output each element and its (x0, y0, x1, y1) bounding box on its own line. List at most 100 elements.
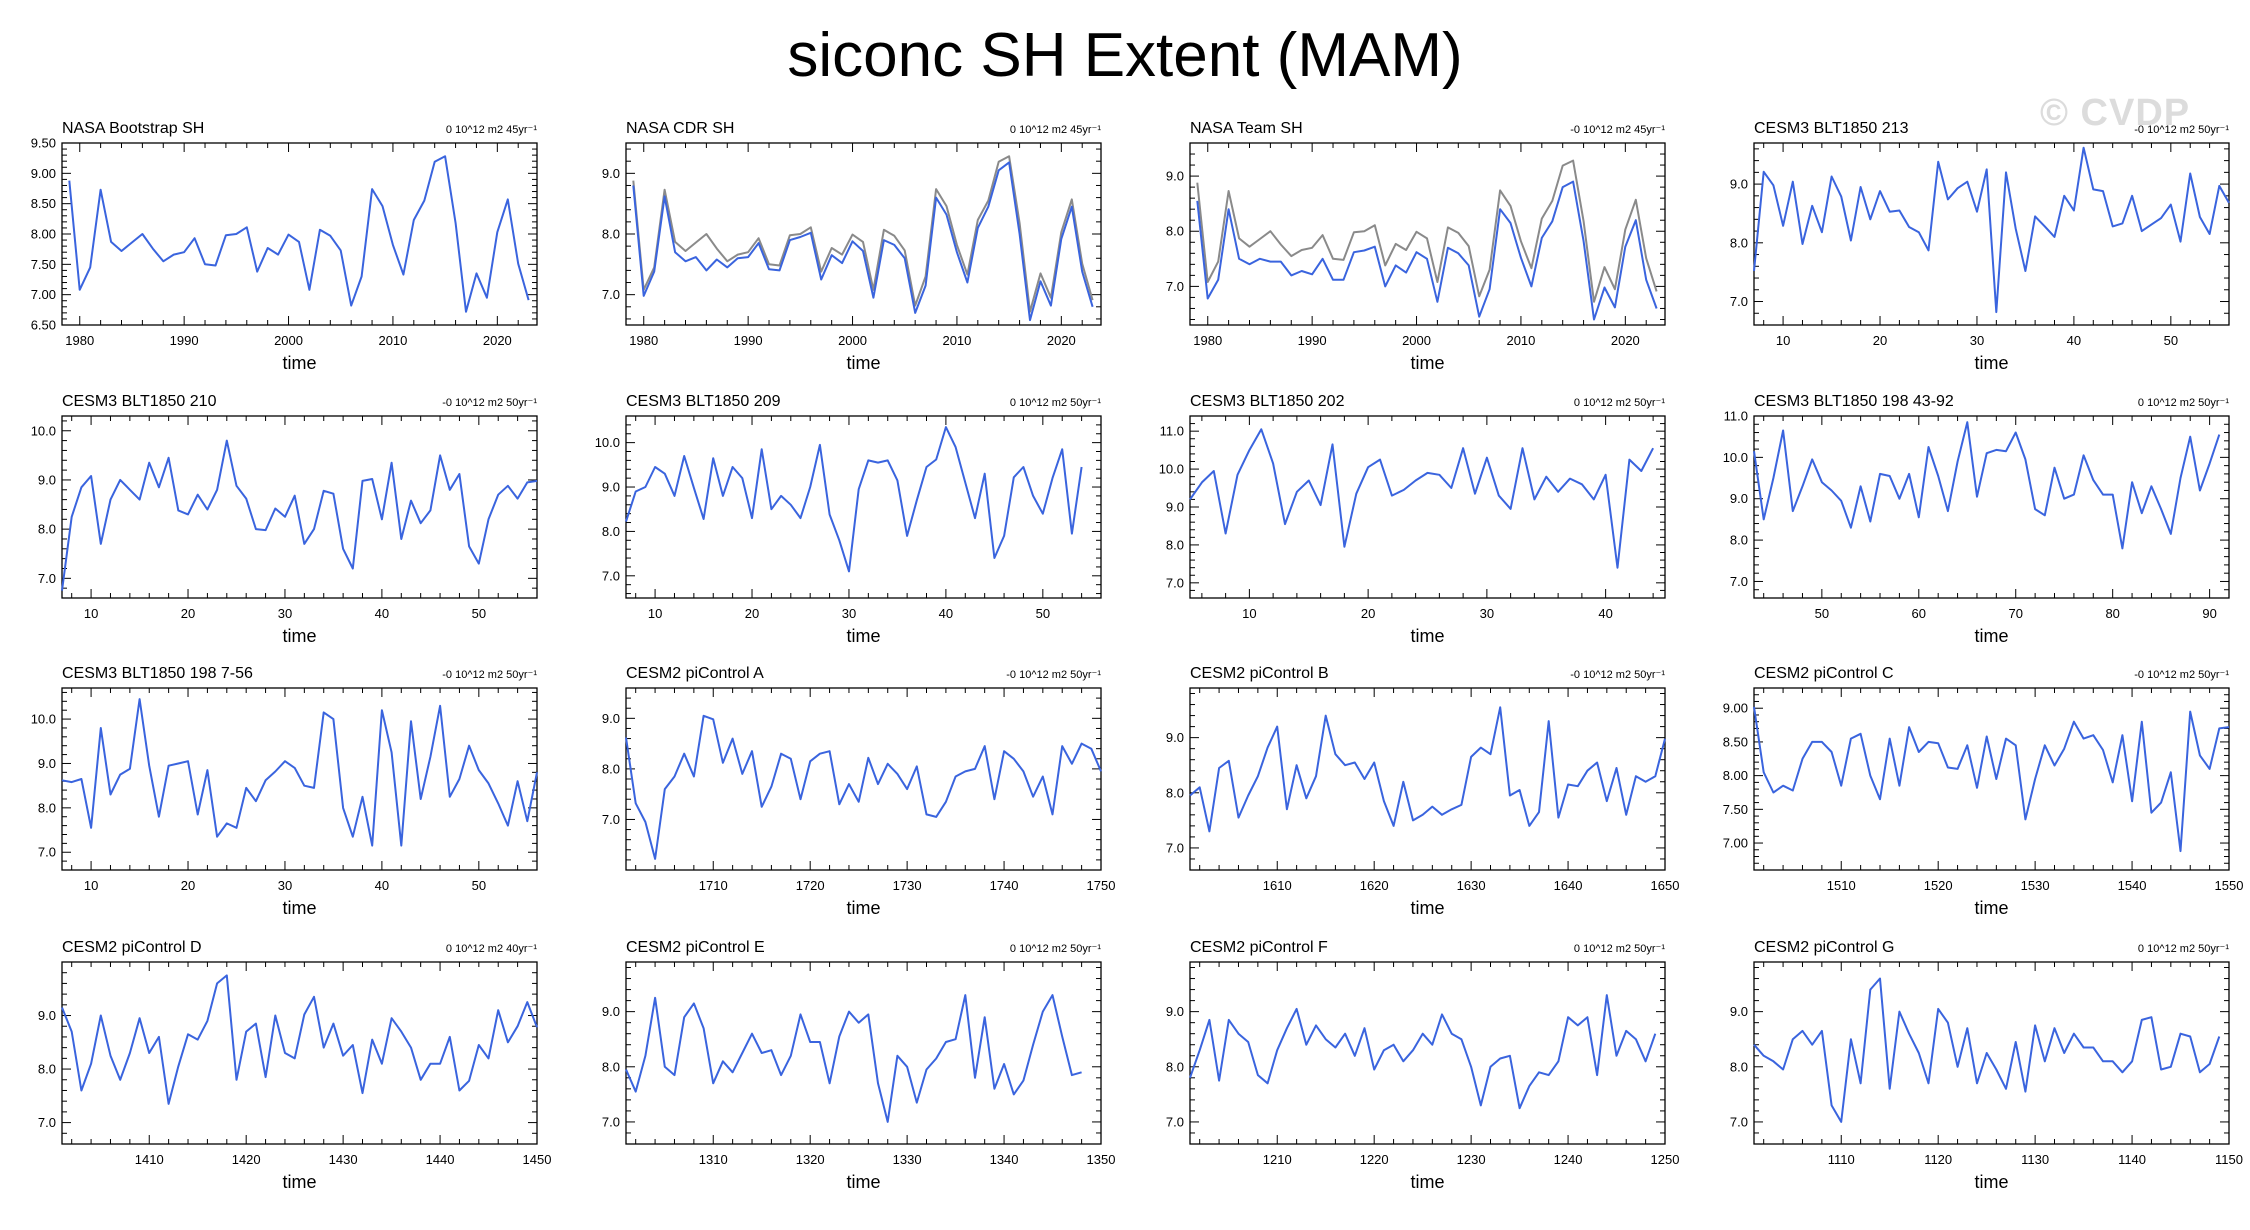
y-tick-label: 10.0 (31, 712, 56, 727)
x-tick-label: 1210 (1263, 1152, 1292, 1167)
chart-panel: CESM3 BLT1850 209 0 10^12 m2 50yr⁻¹ 10 20 30… (595, 393, 1102, 646)
x-axis-label: time (1410, 898, 1444, 918)
plot-frame (1753, 687, 2230, 871)
plot-frame (1189, 142, 1666, 326)
x-tick-label: 1350 (1087, 1152, 1116, 1167)
x-tick-label: 1310 (699, 1152, 728, 1167)
x-tick-label: 50 (2164, 333, 2178, 348)
x-tick-label: 10 (1242, 606, 1256, 621)
x-axis-label: time (282, 898, 316, 918)
x-tick-label: 1990 (1298, 333, 1327, 348)
y-tick-label: 6.50 (31, 318, 56, 333)
x-tick-label: 1990 (734, 333, 763, 348)
panel-title: CESM2 piControl A (626, 665, 764, 682)
y-tick-label: 11.0 (1160, 424, 1184, 439)
panel-trend-label: -0 10^12 m2 50yr⁻¹ (442, 669, 537, 681)
x-tick-label: 50 (1036, 606, 1050, 621)
series-line (632, 161, 1094, 322)
x-axis-label: time (846, 626, 880, 646)
panel-trend-label: 0 10^12 m2 50yr⁻¹ (1010, 943, 1101, 955)
y-tick-label: 8.50 (1723, 734, 1748, 749)
y-tick-label: 8.0 (602, 761, 620, 776)
chart-panel: CESM2 piControl F 0 10^12 m2 50yr⁻¹ 1210 12… (1166, 939, 1680, 1192)
plot-frame (625, 415, 1102, 599)
x-tick-label: 1530 (2021, 878, 2050, 893)
y-tick-label: 7.0 (1166, 575, 1184, 590)
x-tick-label: 30 (1970, 333, 1984, 348)
x-axis-label: time (1410, 1172, 1444, 1192)
x-axis-label: time (1410, 626, 1444, 646)
series-line (61, 439, 538, 591)
x-tick-label: 1980 (1193, 333, 1222, 348)
x-axis-label: time (282, 626, 316, 646)
y-tick-label: 9.0 (1166, 169, 1184, 184)
panel-title: NASA Bootstrap SH (62, 120, 204, 137)
y-tick-label: 9.0 (1730, 491, 1748, 506)
figure-title: siconc SH Extent (MAM) (787, 21, 1463, 90)
y-tick-label: 8.0 (1730, 533, 1748, 548)
y-tick-label: 9.00 (31, 166, 56, 181)
chart-panel: CESM2 piControl A -0 10^12 m2 50yr⁻¹ 1710 1… (602, 665, 1116, 918)
panel-trend-label: 0 10^12 m2 40yr⁻¹ (446, 943, 537, 955)
chart-panel: NASA Team SH -0 10^12 m2 45yr⁻¹ 1980 1990 20… (1166, 120, 1666, 373)
plot-frame (61, 142, 538, 326)
y-tick-label: 7.0 (602, 812, 620, 827)
x-tick-label: 40 (939, 606, 953, 621)
x-tick-label: 1420 (232, 1152, 261, 1167)
x-tick-label: 40 (2067, 333, 2081, 348)
panel-trend-label: 0 10^12 m2 50yr⁻¹ (1574, 397, 1665, 409)
plot-frame (1189, 415, 1666, 599)
panel-trend-label: -0 10^12 m2 50yr⁻¹ (1570, 669, 1665, 681)
plot-frame (1753, 415, 2230, 599)
x-tick-label: 1740 (990, 878, 1019, 893)
x-tick-label: 70 (2009, 606, 2023, 621)
x-tick-label: 2010 (378, 333, 407, 348)
x-tick-label: 50 (472, 606, 486, 621)
x-tick-label: 2000 (838, 333, 867, 348)
x-tick-label: 1520 (1924, 878, 1953, 893)
x-axis-label: time (846, 353, 880, 373)
y-tick-label: 9.0 (38, 472, 56, 487)
y-tick-label: 7.0 (1166, 1114, 1184, 1129)
panel-trend-label: 0 10^12 m2 50yr⁻¹ (2138, 943, 2229, 955)
y-tick-label: 9.0 (1166, 730, 1184, 745)
y-tick-label: 8.0 (602, 524, 620, 539)
x-tick-label: 1730 (893, 878, 922, 893)
panel-trend-label: 0 10^12 m2 50yr⁻¹ (1010, 397, 1101, 409)
y-tick-label: 10.0 (595, 435, 620, 450)
x-tick-label: 1440 (426, 1152, 455, 1167)
series-line (1753, 977, 2221, 1123)
series-line (1753, 706, 2230, 853)
y-tick-label: 7.0 (38, 571, 56, 586)
series-line (1753, 146, 2230, 314)
y-tick-label: 8.0 (1730, 1059, 1748, 1074)
x-tick-label: 2010 (1506, 333, 1535, 348)
panel-title: CESM2 piControl E (626, 939, 765, 956)
y-tick-label: 9.0 (602, 1004, 620, 1019)
y-tick-label: 8.0 (1166, 224, 1184, 239)
panel-trend-label: 0 10^12 m2 45yr⁻¹ (1010, 124, 1101, 136)
y-tick-label: 7.50 (31, 257, 56, 272)
series-line (625, 714, 1102, 860)
x-tick-label: 1150 (2215, 1152, 2243, 1167)
x-tick-label: 20 (745, 606, 759, 621)
y-tick-label: 10.0 (1723, 450, 1748, 465)
y-tick-label: 7.0 (38, 1115, 56, 1130)
panel-title: CESM3 BLT1850 198 7-56 (62, 665, 253, 682)
x-tick-label: 1980 (629, 333, 658, 348)
x-tick-label: 40 (1598, 606, 1612, 621)
y-tick-label: 7.00 (31, 287, 56, 302)
x-tick-label: 40 (375, 606, 389, 621)
panel-title: CESM2 piControl D (62, 939, 202, 956)
x-tick-label: 1750 (1087, 878, 1116, 893)
series-line (68, 155, 530, 313)
y-tick-label: 7.0 (1730, 294, 1748, 309)
chart-panel: CESM2 piControl C -0 10^12 m2 50yr⁻¹ 1510 1… (1723, 665, 2244, 918)
panel-title: CESM3 BLT1850 209 (626, 393, 781, 410)
plot-frame (1753, 961, 2230, 1145)
x-tick-label: 1110 (1828, 1152, 1855, 1167)
x-tick-label: 1250 (1651, 1152, 1680, 1167)
chart-panel: CESM2 piControl G 0 10^12 m2 50yr⁻¹ 1110 11… (1730, 939, 2243, 1192)
x-tick-label: 1550 (2215, 878, 2244, 893)
y-tick-label: 8.0 (602, 227, 620, 242)
